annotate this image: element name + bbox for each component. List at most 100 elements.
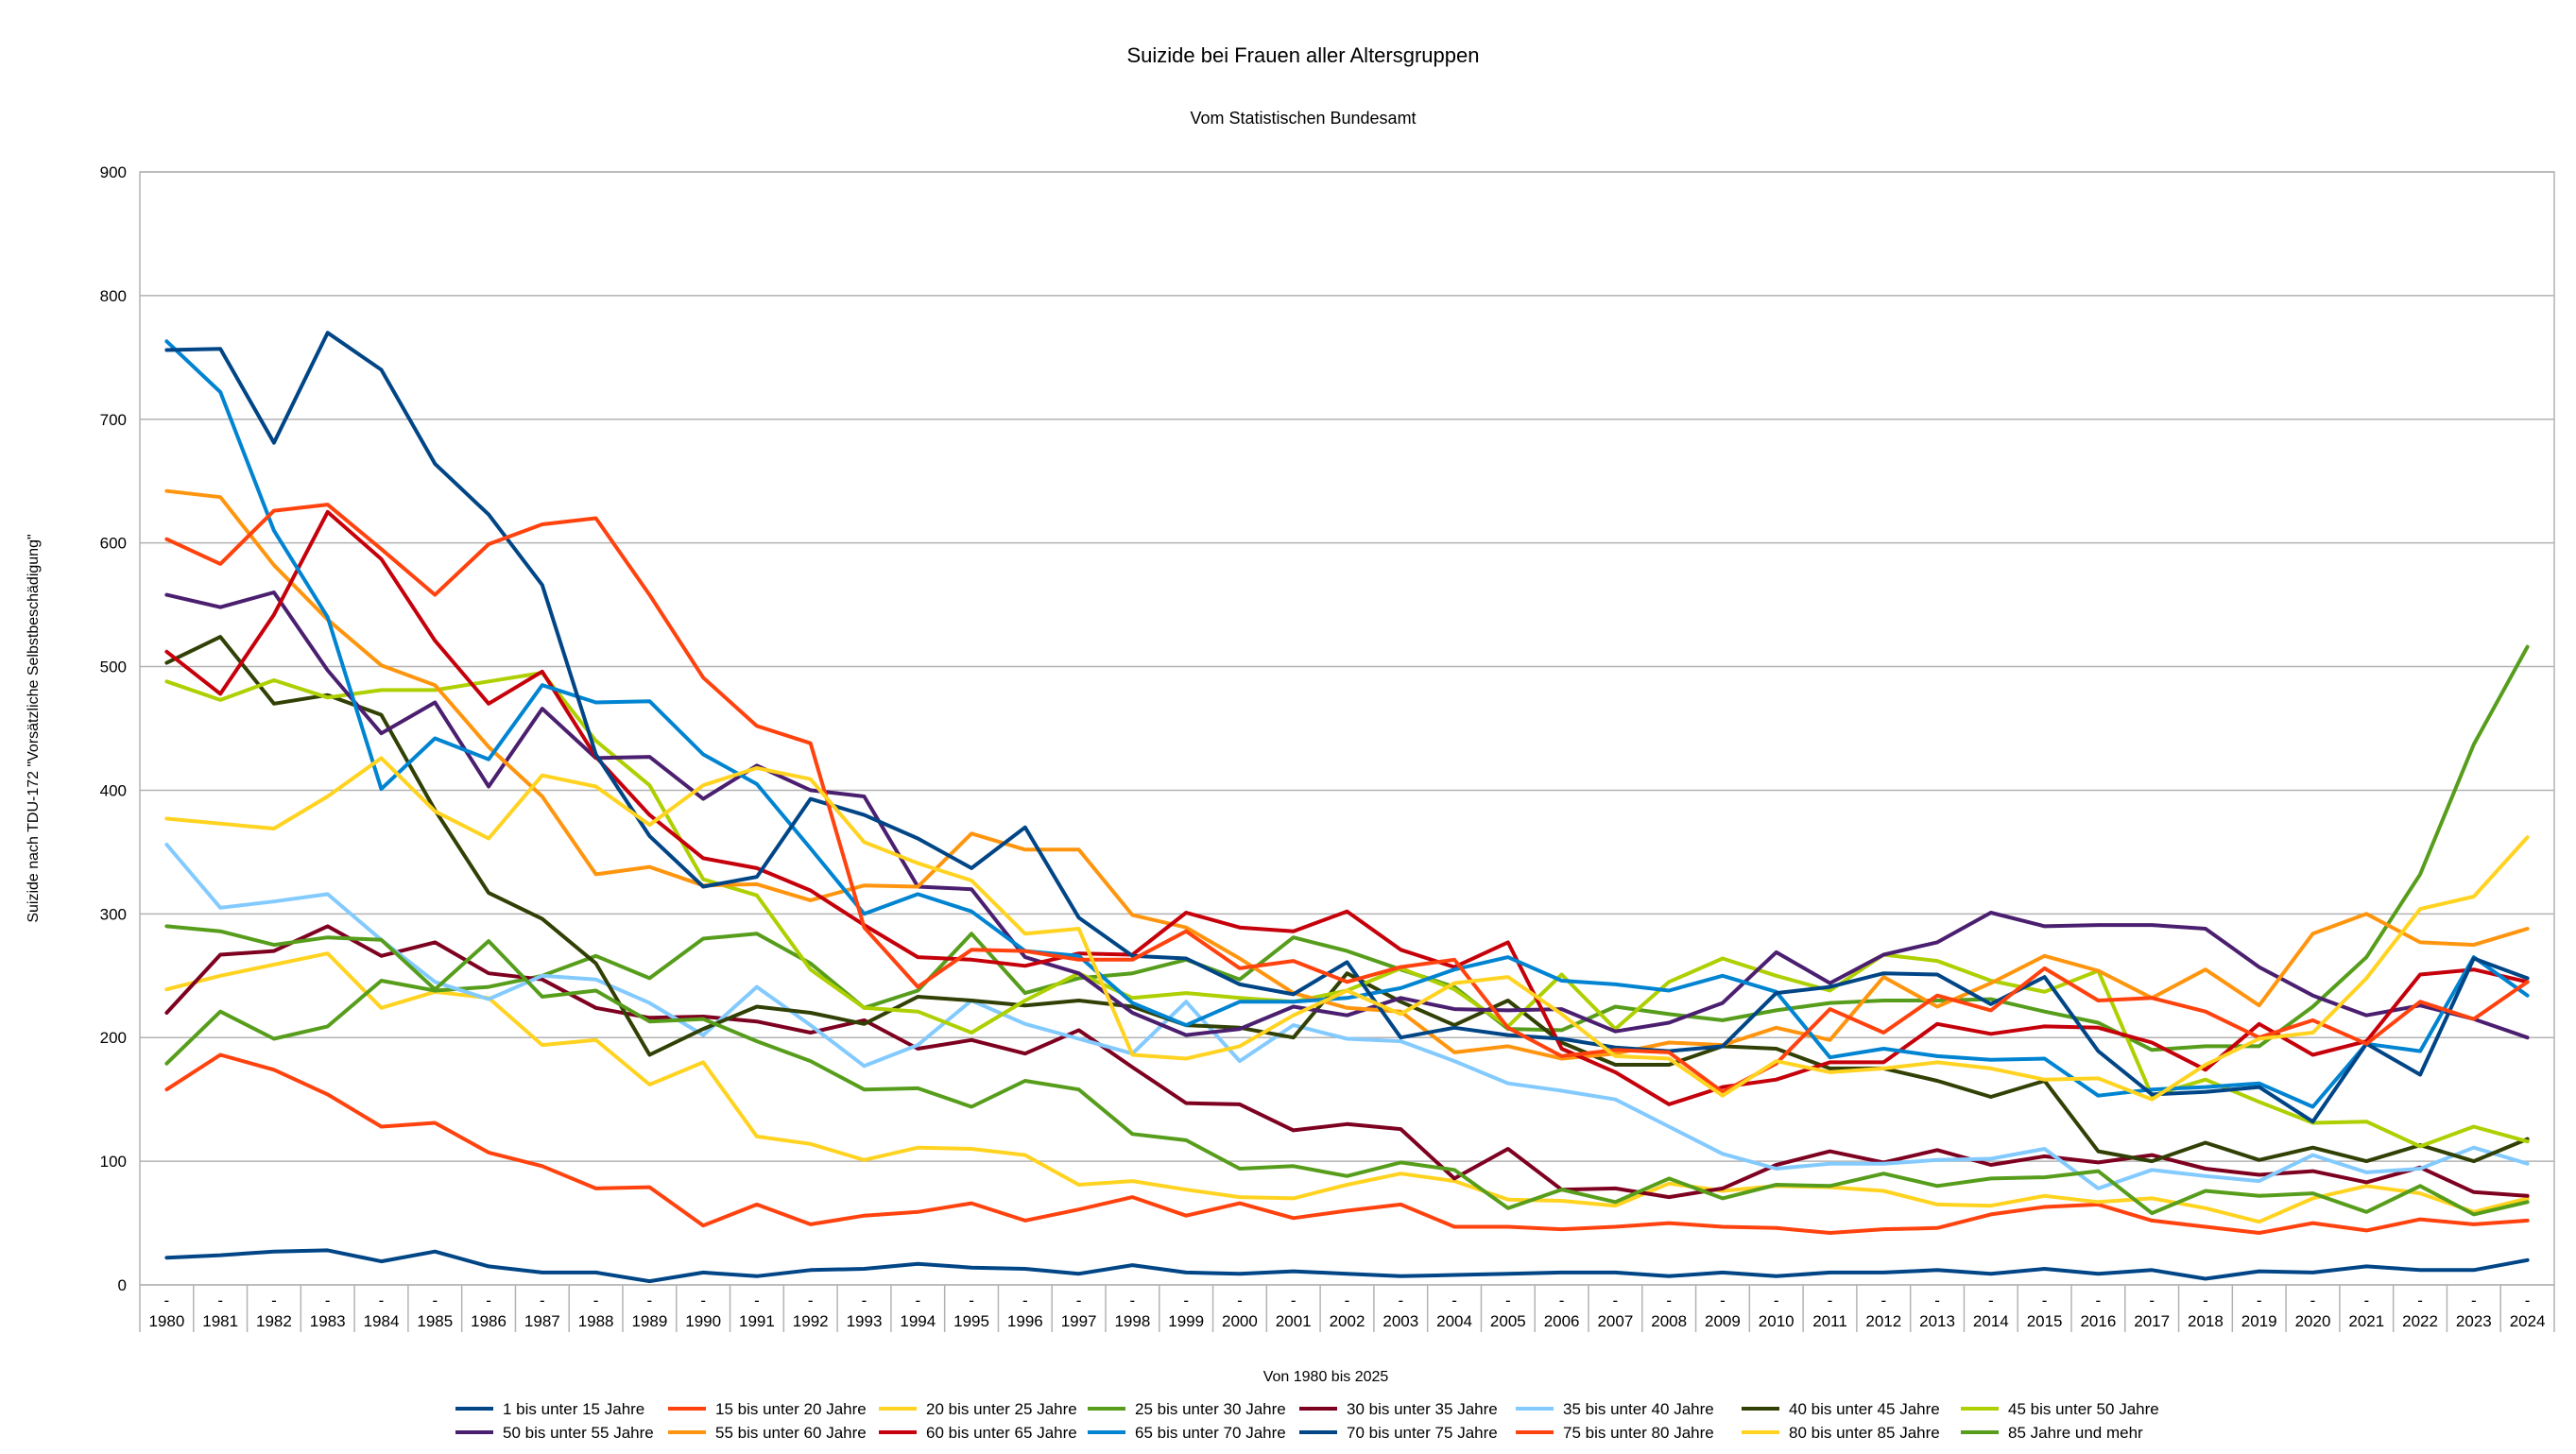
x-tick-label: 2023 (2456, 1312, 2492, 1330)
series-line-7 (164, 635, 2530, 1164)
x-tick-label: 1991 (739, 1312, 775, 1330)
x-tick-label: 2022 (2402, 1312, 2438, 1330)
x-tick-marker: - (2149, 1291, 2155, 1309)
series-line-6 (164, 843, 2530, 1190)
x-tick-marker: - (1880, 1291, 1886, 1309)
x-tick-marker: - (1559, 1291, 1565, 1309)
legend-label: 75 bis unter 80 Jahre (1563, 1424, 1714, 1442)
series-line-15 (164, 756, 2530, 1102)
x-tick-marker: - (432, 1291, 438, 1309)
x-tick-label: 2012 (1865, 1312, 1901, 1330)
series-lines (164, 331, 2530, 1284)
x-tick-marker: - (2257, 1291, 2262, 1309)
x-tick-marker: - (1022, 1291, 1028, 1309)
x-tick-label: 2020 (2295, 1312, 2331, 1330)
series-line-4 (164, 644, 2530, 1066)
legend-label: 35 bis unter 40 Jahre (1563, 1400, 1714, 1418)
x-tick-marker: - (1076, 1291, 1082, 1309)
series-line-5 (164, 924, 2530, 1200)
legend-label: 25 bis unter 30 Jahre (1135, 1400, 1286, 1418)
x-tick-marker: - (2525, 1291, 2531, 1309)
x-tick-marker: - (1291, 1291, 1297, 1309)
legend-label: 55 bis unter 60 Jahre (715, 1424, 867, 1442)
x-tick-marker: - (2363, 1291, 2369, 1309)
x-tick-label: 2011 (1812, 1312, 1847, 1330)
x-tick-marker: - (1183, 1291, 1189, 1309)
series-line-2 (164, 1052, 2530, 1235)
legend-label: 50 bis unter 55 Jahre (503, 1424, 654, 1442)
x-tick-marker: - (969, 1291, 974, 1309)
chart-title: Suizide bei Frauen aller Altersgruppen (1126, 43, 1479, 67)
x-tick-label: 2005 (1490, 1312, 1526, 1330)
y-tick-label: 400 (100, 781, 127, 799)
x-tick-marker: - (1720, 1291, 1726, 1309)
x-tick-label: 2002 (1330, 1312, 1365, 1330)
x-tick-marker: - (1934, 1291, 1940, 1309)
x-tick-label: 1994 (900, 1312, 936, 1330)
legend-label: 1 bis unter 15 Jahre (503, 1400, 644, 1418)
x-tick-label: 1986 (471, 1312, 507, 1330)
y-tick-label: 200 (100, 1029, 127, 1047)
x-tick-marker: - (1774, 1291, 1779, 1309)
x-tick-marker: - (1398, 1291, 1403, 1309)
x-tick-marker: - (271, 1291, 277, 1309)
x-tick-marker: - (2310, 1291, 2316, 1309)
x-tick-label: 2014 (1973, 1312, 2009, 1330)
x-tick-label: 1999 (1168, 1312, 1204, 1330)
x-tick-label: 1989 (631, 1312, 667, 1330)
legend-label: 15 bis unter 20 Jahre (715, 1400, 867, 1418)
x-tick-marker: - (1613, 1291, 1619, 1309)
legend-label: 45 bis unter 50 Jahre (2008, 1400, 2159, 1418)
x-tick-label: 2021 (2348, 1312, 2384, 1330)
x-tick-label: 2010 (1759, 1312, 1795, 1330)
x-tick-marker: - (2471, 1291, 2477, 1309)
legend-label: 70 bis unter 75 Jahre (1347, 1424, 1498, 1442)
x-tick-label: 2019 (2241, 1312, 2277, 1330)
x-tick-marker: - (2417, 1291, 2423, 1309)
x-tick-marker: - (1666, 1291, 1672, 1309)
x-tick-label: 2024 (2510, 1312, 2546, 1330)
x-tick-marker: - (2096, 1291, 2102, 1309)
x-tick-label: 1990 (685, 1312, 721, 1330)
x-tick-marker: - (2203, 1291, 2208, 1309)
x-tick-label: 1998 (1114, 1312, 1150, 1330)
x-tick-marker: - (486, 1291, 491, 1309)
series-line-10 (164, 488, 2530, 1061)
series-line-9 (164, 590, 2530, 1040)
y-tick-label: 900 (100, 163, 127, 181)
x-tick-marker: - (1237, 1291, 1243, 1309)
plot-area-border (139, 171, 2555, 1286)
grid-lines (139, 171, 2555, 1332)
legend-label: 40 bis unter 45 Jahre (1789, 1400, 1940, 1418)
x-tick-label: 2009 (1705, 1312, 1741, 1330)
x-tick-marker: - (540, 1291, 545, 1309)
x-tick-marker: - (593, 1291, 599, 1309)
x-tick-marker: - (379, 1291, 385, 1309)
legend-label: 20 bis unter 25 Jahre (926, 1400, 1077, 1418)
y-tick-label: 100 (100, 1153, 127, 1171)
x-tick-label: 1985 (417, 1312, 453, 1330)
x-tick-label: 1984 (364, 1312, 400, 1330)
x-tick-label: 1997 (1061, 1312, 1097, 1330)
x-tick-label: 2017 (2134, 1312, 2170, 1330)
x-tick-label: 2008 (1651, 1312, 1687, 1330)
x-tick-marker: - (862, 1291, 867, 1309)
x-tick-marker: - (808, 1291, 814, 1309)
chart-subtitle: Vom Statistischen Bundesamt (1190, 109, 1416, 128)
y-tick-label: 500 (100, 659, 127, 676)
x-tick-marker: - (915, 1291, 920, 1309)
x-axis-label: Von 1980 bis 2025 (1263, 1369, 1389, 1385)
x-tick-label: 1992 (793, 1312, 829, 1330)
x-tick-label: 1995 (953, 1312, 989, 1330)
y-tick-label: 800 (100, 287, 127, 305)
x-tick-label: 2006 (1544, 1312, 1580, 1330)
x-tick-marker: - (1130, 1291, 1136, 1309)
y-axis-label: Suizide nach TDU-172 "Vorsätzliche Selbs… (26, 534, 42, 922)
series-line-11 (164, 509, 2530, 1106)
x-tick-label: 1980 (148, 1312, 184, 1330)
x-tick-label: 1982 (256, 1312, 292, 1330)
x-tick-marker: - (1505, 1291, 1511, 1309)
y-tick-label: 0 (118, 1276, 127, 1294)
x-tick-marker: - (1828, 1291, 1833, 1309)
